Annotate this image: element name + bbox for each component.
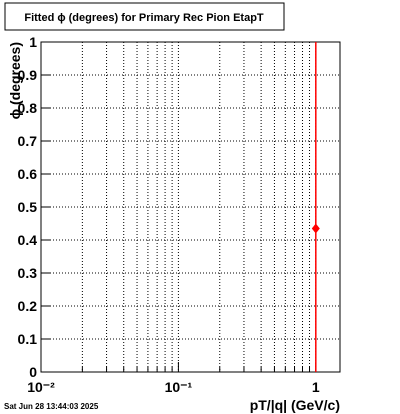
- y-tick-label: 0.1: [18, 331, 38, 347]
- y-tick-label: 0.6: [18, 166, 38, 182]
- y-tick-label: 0.9: [18, 67, 38, 83]
- y-tick-label: 0: [29, 364, 37, 380]
- y-tick-label: 1: [29, 34, 37, 50]
- y-tick-label: 0.2: [18, 298, 38, 314]
- x-tick-label: 10⁻¹: [165, 379, 193, 395]
- plot-frame: [40, 41, 341, 373]
- x-tick-label: 10⁻²: [27, 379, 55, 395]
- y-tick-label: 0.7: [18, 133, 38, 149]
- y-tick-label: 0.5: [18, 199, 38, 215]
- y-axis-title: ϕ (degrees): [7, 42, 23, 119]
- y-tick-label: 0.4: [18, 232, 38, 248]
- x-axis-title: pT/|q| (GeV/c): [250, 397, 340, 413]
- data-point: [311, 223, 320, 234]
- title-box: [4, 2, 285, 31]
- footer-date: Sat Jun 28 13:44:03 2025: [4, 402, 99, 411]
- y-tick-label: 0.3: [18, 265, 38, 281]
- chart-title: Fitted ϕ (degrees) for Primary Rec Pion …: [24, 12, 264, 24]
- x-tick-label: 1: [312, 379, 320, 395]
- y-tick-label: 0.8: [18, 100, 38, 116]
